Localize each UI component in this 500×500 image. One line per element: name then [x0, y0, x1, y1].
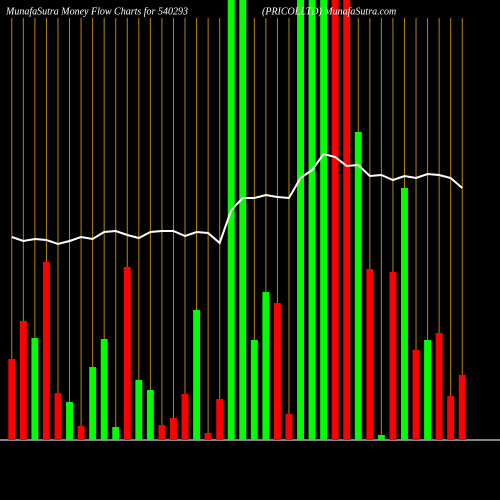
chart-title: MunafaSutra Money Flow Charts for 540293: [5, 6, 188, 17]
bar: [8, 359, 16, 440]
bar: [112, 427, 120, 440]
bar: [158, 425, 166, 440]
bar: [447, 396, 455, 440]
bar: [77, 426, 85, 440]
bar: [262, 292, 270, 440]
bar: [19, 321, 27, 440]
bar: [135, 380, 143, 440]
lines: [11, 152, 463, 246]
bar: [170, 418, 177, 440]
bar: [123, 267, 131, 440]
bar: [435, 333, 443, 440]
bar: [54, 393, 62, 440]
bar: [285, 414, 293, 440]
bar: [193, 310, 201, 440]
bar: [458, 375, 466, 440]
bar: [42, 262, 50, 440]
bar: [320, 0, 328, 440]
bar: [273, 303, 281, 440]
bar: [89, 367, 97, 440]
bar: [204, 433, 212, 440]
bar: [250, 340, 258, 440]
bar: [308, 0, 316, 440]
bar: [297, 0, 304, 440]
bar: [146, 390, 154, 440]
bar: [31, 338, 39, 440]
bar: [343, 0, 351, 440]
bar: [401, 188, 408, 440]
bar: [181, 394, 189, 440]
bar: [354, 132, 362, 440]
bar: [100, 339, 108, 440]
bar: [331, 0, 339, 440]
money-flow-line: [11, 152, 463, 246]
bar: [389, 272, 397, 440]
bar: [239, 0, 247, 440]
bar: [366, 269, 374, 440]
chart-subtitle: (PRICOLLTD) MunafaSutra.com: [262, 6, 396, 17]
bar: [424, 340, 432, 440]
bar: [412, 350, 420, 440]
bar: [66, 402, 73, 440]
bar: [377, 435, 385, 440]
bar: [227, 0, 235, 440]
bars: [8, 0, 466, 440]
bar: [216, 399, 224, 440]
